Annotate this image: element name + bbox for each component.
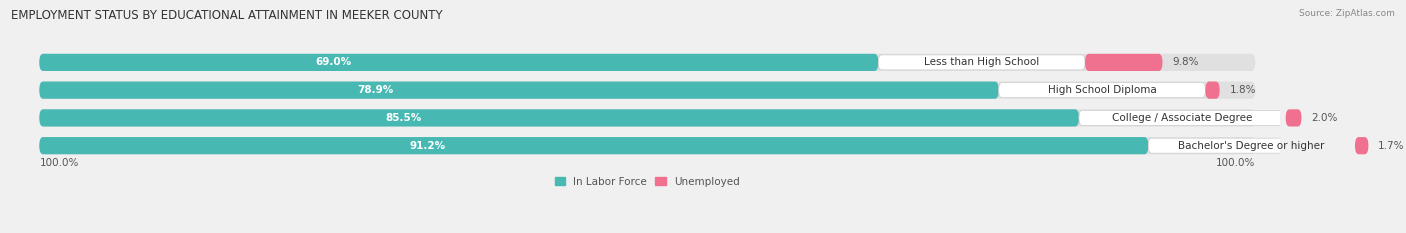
Legend: In Labor Force, Unemployed: In Labor Force, Unemployed [554,177,740,187]
Text: 9.8%: 9.8% [1173,57,1199,67]
FancyBboxPatch shape [39,137,1256,154]
FancyBboxPatch shape [879,55,1085,70]
Text: 91.2%: 91.2% [409,141,446,151]
Text: Bachelor's Degree or higher: Bachelor's Degree or higher [1178,141,1324,151]
Text: Less than High School: Less than High School [924,57,1039,67]
Text: EMPLOYMENT STATUS BY EDUCATIONAL ATTAINMENT IN MEEKER COUNTY: EMPLOYMENT STATUS BY EDUCATIONAL ATTAINM… [11,9,443,22]
Text: 100.0%: 100.0% [1216,158,1256,168]
FancyBboxPatch shape [1355,137,1368,154]
FancyBboxPatch shape [1078,110,1285,125]
FancyBboxPatch shape [39,54,879,71]
FancyBboxPatch shape [39,109,1078,127]
Text: 69.0%: 69.0% [315,57,352,67]
FancyBboxPatch shape [998,83,1205,98]
FancyBboxPatch shape [39,54,1256,71]
Text: College / Associate Degree: College / Associate Degree [1112,113,1253,123]
Text: High School Diploma: High School Diploma [1047,85,1156,95]
FancyBboxPatch shape [1149,138,1355,153]
Text: 100.0%: 100.0% [39,158,79,168]
Text: 2.0%: 2.0% [1312,113,1337,123]
FancyBboxPatch shape [39,82,1256,99]
FancyBboxPatch shape [39,137,1149,154]
Text: 1.7%: 1.7% [1378,141,1405,151]
Text: 85.5%: 85.5% [385,113,422,123]
Text: 78.9%: 78.9% [357,85,394,95]
Text: Source: ZipAtlas.com: Source: ZipAtlas.com [1299,9,1395,18]
FancyBboxPatch shape [1285,109,1302,127]
FancyBboxPatch shape [39,109,1256,127]
Text: 1.8%: 1.8% [1229,85,1256,95]
FancyBboxPatch shape [39,82,998,99]
FancyBboxPatch shape [1085,54,1163,71]
FancyBboxPatch shape [1205,82,1219,99]
